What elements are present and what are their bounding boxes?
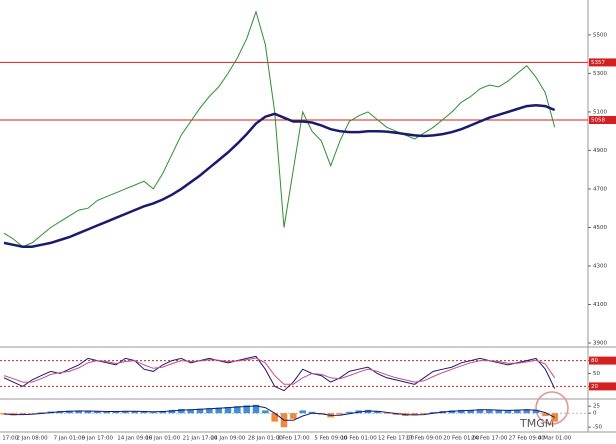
y-tick-label: 4900 xyxy=(593,148,607,154)
bar xyxy=(243,405,250,414)
x-tick-label: 2 Jan 08:00 xyxy=(16,436,48,442)
y-tick-label: 4300 xyxy=(593,263,607,269)
level-label: 5058 xyxy=(591,118,605,124)
bar xyxy=(131,411,138,414)
bar xyxy=(467,409,474,414)
bar xyxy=(38,412,45,414)
bar xyxy=(103,411,110,414)
bar xyxy=(495,410,502,414)
bar xyxy=(346,411,353,414)
x-tick-label: 21 Jan 17:00 xyxy=(183,436,218,442)
bar xyxy=(215,407,222,414)
y-tick-label: 25 xyxy=(593,404,600,410)
x-tick-label: 28 Jan 01:00 xyxy=(248,436,283,442)
bar xyxy=(392,413,400,415)
y-tick-label: 4700 xyxy=(593,186,607,192)
bar xyxy=(504,410,512,414)
x-tick-label: 17 Feb 09:00 xyxy=(406,436,443,442)
x-tick-label: 5 Feb 09:00 xyxy=(314,436,347,442)
x-tick-label: 20 Feb 01:00 xyxy=(443,436,480,442)
bar xyxy=(19,413,26,415)
level-label-box xyxy=(589,382,616,391)
bar xyxy=(420,413,428,415)
bar xyxy=(150,412,157,414)
bar xyxy=(94,411,101,414)
bar xyxy=(308,411,316,414)
x-tick-label: 27 Feb 09:00 xyxy=(509,436,546,442)
y-tick-label: 4500 xyxy=(593,225,607,231)
bar xyxy=(523,409,530,414)
series-line xyxy=(3,10,556,248)
y-tick-label: 5100 xyxy=(593,109,607,115)
bar xyxy=(206,408,213,414)
bar xyxy=(140,411,148,414)
x-tick-label: 14 Jan 09:00 xyxy=(117,436,152,442)
bar xyxy=(374,411,381,414)
bar xyxy=(159,410,166,414)
highlight-circle xyxy=(535,391,569,425)
bar xyxy=(234,406,241,414)
level-label-box xyxy=(589,58,616,67)
series-line xyxy=(3,357,556,385)
y-tick-label: 4100 xyxy=(593,302,607,308)
level-label: 20 xyxy=(591,384,598,390)
bar xyxy=(532,410,540,414)
x-tick-label: 7 Jan 01:00 xyxy=(54,436,86,442)
level-label-box xyxy=(589,356,616,365)
y-tick-label: 50 xyxy=(593,371,600,377)
bar xyxy=(262,410,269,414)
bar xyxy=(411,413,418,416)
x-tick-label: 16 Jan 01:00 xyxy=(145,436,180,442)
x-tick-label: 12 Feb 17:00 xyxy=(378,436,415,442)
series-line xyxy=(3,355,556,392)
bar xyxy=(75,410,82,414)
bar xyxy=(336,413,344,415)
bar xyxy=(224,407,232,414)
bar xyxy=(112,411,120,414)
bar xyxy=(0,413,8,415)
x-tick-label: 3 Feb 17:00 xyxy=(277,436,310,442)
bar xyxy=(542,413,549,416)
y-tick-label: 3900 xyxy=(593,341,607,347)
bar xyxy=(252,404,260,414)
bar xyxy=(476,409,484,414)
bar xyxy=(178,409,185,414)
x-tick-label: 10 Feb 01:00 xyxy=(341,436,378,442)
y-tick-label: 0 xyxy=(593,411,597,417)
bar xyxy=(514,409,521,414)
watermark: TMGM xyxy=(519,417,554,430)
bar xyxy=(271,413,278,422)
x-tick-label: Dec 17:00 xyxy=(0,436,19,442)
bar xyxy=(122,410,129,414)
bar xyxy=(290,413,297,419)
level-label: 5357 xyxy=(591,60,605,66)
bar xyxy=(66,410,73,414)
x-tick-label: 24 Feb 17:00 xyxy=(471,436,508,442)
level-label-box xyxy=(589,116,616,125)
bar xyxy=(383,413,390,414)
bar xyxy=(458,409,465,414)
x-tick-label: 4 Mar 01:00 xyxy=(538,436,572,442)
x-tick-label: 9 Jan 17:00 xyxy=(82,436,114,442)
bar xyxy=(168,409,176,414)
bar xyxy=(187,409,194,414)
bar xyxy=(364,409,372,414)
bar xyxy=(299,410,306,414)
level-label: 80 xyxy=(591,358,598,364)
bar xyxy=(196,408,204,414)
y-tick-label: 5300 xyxy=(593,71,607,77)
bar xyxy=(84,410,92,414)
bar xyxy=(430,412,437,414)
series-line xyxy=(3,103,556,248)
bar xyxy=(486,409,493,414)
bar xyxy=(448,410,456,414)
bar xyxy=(28,413,36,414)
series-line xyxy=(3,405,555,421)
y-tick-label: -50 xyxy=(593,425,602,431)
y-tick-label: 5500 xyxy=(593,32,607,38)
x-tick-label: 24 Jan 09:00 xyxy=(211,436,246,442)
